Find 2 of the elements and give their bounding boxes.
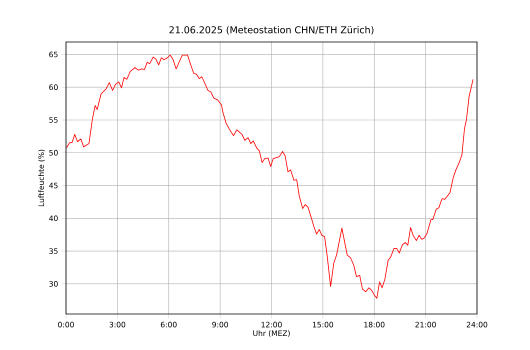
chart-title: 21.06.2025 (Meteostation CHN/ETH Zürich): [169, 26, 374, 34]
line-series: [66, 54, 474, 299]
